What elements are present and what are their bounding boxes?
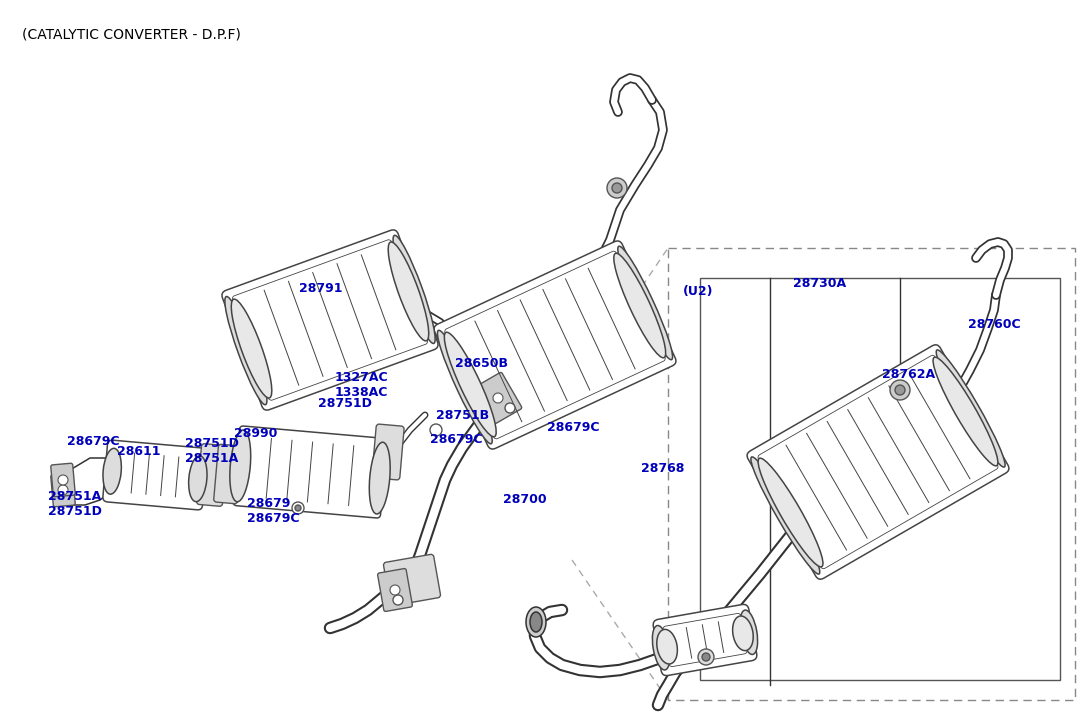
Circle shape <box>505 403 515 413</box>
Circle shape <box>698 649 714 665</box>
Circle shape <box>393 595 403 605</box>
Text: 28730A: 28730A <box>794 277 846 290</box>
Ellipse shape <box>445 332 496 437</box>
Ellipse shape <box>526 607 546 637</box>
FancyBboxPatch shape <box>372 424 404 480</box>
Circle shape <box>890 380 910 400</box>
Bar <box>669 248 1075 700</box>
Bar <box>700 278 1060 680</box>
Text: 28760C: 28760C <box>969 318 1021 331</box>
FancyBboxPatch shape <box>51 473 75 507</box>
FancyBboxPatch shape <box>214 444 242 504</box>
Text: (CATALYTIC CONVERTER - D.P.F): (CATALYTIC CONVERTER - D.P.F) <box>22 28 241 42</box>
Circle shape <box>58 485 68 495</box>
FancyBboxPatch shape <box>233 426 387 518</box>
FancyBboxPatch shape <box>434 241 676 449</box>
Ellipse shape <box>393 236 435 343</box>
Text: 28679C: 28679C <box>547 421 600 434</box>
Text: 28611: 28611 <box>117 445 161 458</box>
Text: 28751A
28751D: 28751A 28751D <box>48 490 102 518</box>
Text: 28700: 28700 <box>503 493 547 506</box>
Text: 28751B: 28751B <box>436 409 489 422</box>
Circle shape <box>895 385 905 395</box>
Circle shape <box>430 424 442 436</box>
FancyBboxPatch shape <box>747 345 1009 579</box>
Ellipse shape <box>437 330 492 443</box>
Circle shape <box>493 393 503 403</box>
Text: 28650B: 28650B <box>455 357 508 370</box>
FancyBboxPatch shape <box>222 230 438 410</box>
Ellipse shape <box>751 457 820 574</box>
Ellipse shape <box>614 253 665 358</box>
Ellipse shape <box>657 630 677 664</box>
Circle shape <box>702 653 710 661</box>
Ellipse shape <box>229 430 251 502</box>
Ellipse shape <box>370 442 390 514</box>
Circle shape <box>612 183 622 193</box>
Ellipse shape <box>733 616 753 651</box>
Text: 28679C: 28679C <box>67 435 120 448</box>
Text: 28751D
28751A: 28751D 28751A <box>185 437 239 465</box>
Ellipse shape <box>232 299 272 398</box>
FancyBboxPatch shape <box>51 463 75 497</box>
FancyBboxPatch shape <box>653 604 757 675</box>
Text: 28990: 28990 <box>234 427 277 440</box>
FancyBboxPatch shape <box>197 443 227 506</box>
Text: 28768: 28768 <box>641 462 685 475</box>
Ellipse shape <box>189 456 207 502</box>
FancyBboxPatch shape <box>377 569 412 611</box>
Text: 28762A: 28762A <box>882 368 935 381</box>
Ellipse shape <box>652 625 670 670</box>
Ellipse shape <box>388 242 428 341</box>
Ellipse shape <box>933 357 998 466</box>
Polygon shape <box>55 458 120 505</box>
FancyBboxPatch shape <box>384 555 440 606</box>
Text: 28679C: 28679C <box>430 433 483 446</box>
Text: 28791: 28791 <box>299 282 342 295</box>
Circle shape <box>390 585 400 595</box>
Text: (U2): (U2) <box>683 285 713 298</box>
Ellipse shape <box>225 297 267 405</box>
Ellipse shape <box>530 612 542 632</box>
Circle shape <box>607 178 627 198</box>
Circle shape <box>292 502 304 514</box>
Circle shape <box>58 475 68 485</box>
Ellipse shape <box>740 610 758 654</box>
FancyBboxPatch shape <box>103 440 208 510</box>
FancyBboxPatch shape <box>474 372 522 424</box>
Text: 28679
28679C: 28679 28679C <box>247 497 300 525</box>
Text: 28751D: 28751D <box>318 397 372 410</box>
Ellipse shape <box>936 350 1005 467</box>
Ellipse shape <box>617 246 673 360</box>
Text: 1327AC
1338AC: 1327AC 1338AC <box>335 371 389 399</box>
Circle shape <box>295 505 301 511</box>
Ellipse shape <box>103 449 122 494</box>
Ellipse shape <box>758 458 823 567</box>
